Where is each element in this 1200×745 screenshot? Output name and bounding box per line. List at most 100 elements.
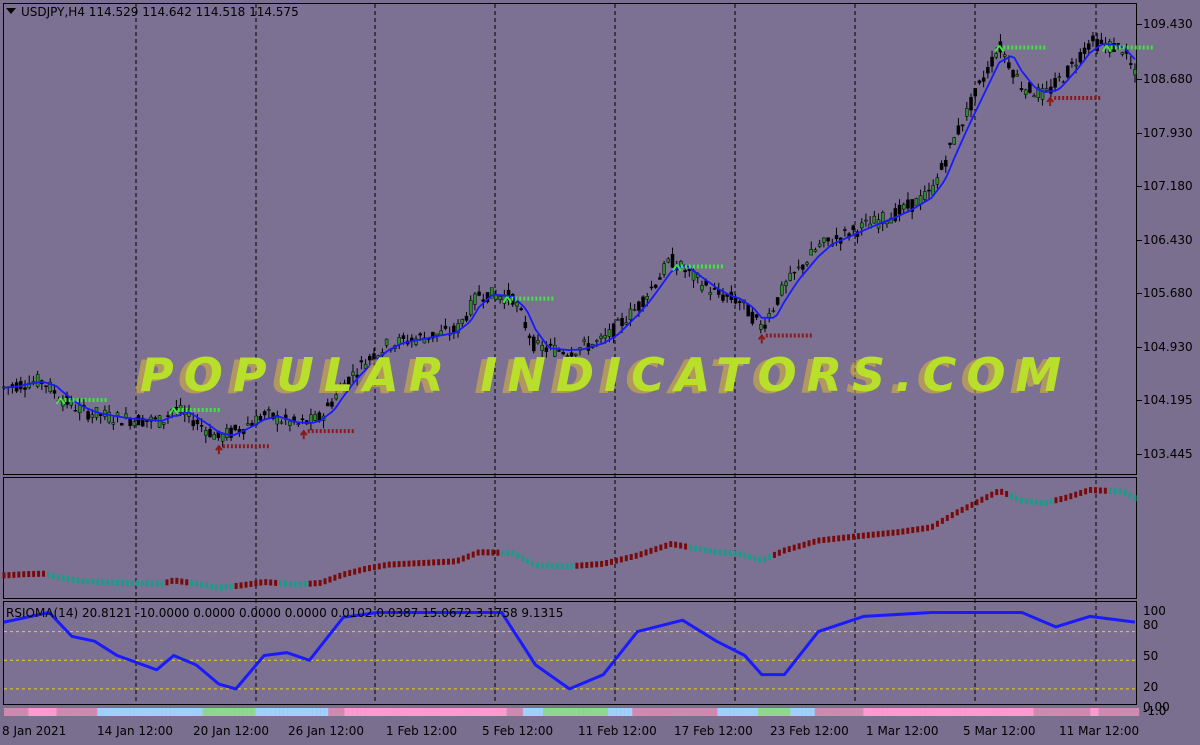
signal-strip-cell bbox=[1126, 708, 1132, 716]
candle-body bbox=[536, 340, 540, 344]
signal-strip-cell bbox=[1074, 708, 1079, 716]
signal-strip-cell bbox=[24, 708, 29, 716]
candle-body bbox=[443, 325, 448, 329]
signal-strip-cell bbox=[652, 708, 657, 716]
signal-strip-cell bbox=[895, 708, 901, 716]
signal-strip-cell bbox=[616, 708, 621, 716]
signal-strip-cell bbox=[839, 708, 844, 716]
candle-body bbox=[1032, 95, 1036, 98]
rsioma-indicator-pane[interactable] bbox=[3, 601, 1137, 705]
main-chart-pane[interactable] bbox=[3, 3, 1137, 475]
signal-strip-cell bbox=[944, 708, 949, 716]
candle-body bbox=[544, 347, 549, 352]
signal-strip-cell bbox=[830, 708, 836, 716]
signal-strip-cell bbox=[271, 708, 276, 716]
candle-body bbox=[220, 433, 225, 442]
candle-body bbox=[477, 291, 481, 296]
signal-strip-cell bbox=[429, 708, 434, 716]
signal-strip-cell bbox=[770, 708, 775, 716]
signal-strip-cell bbox=[502, 708, 507, 716]
candle-body bbox=[229, 427, 233, 438]
candle-body bbox=[662, 263, 666, 275]
signal-strip-cell bbox=[907, 708, 913, 716]
signal-strip-cell bbox=[778, 708, 783, 716]
candle-body bbox=[452, 325, 456, 333]
signal-strip-cell bbox=[855, 708, 860, 716]
signal-strip-cell bbox=[1053, 708, 1059, 716]
signal-strip-cell bbox=[4, 708, 9, 716]
candle-body bbox=[460, 319, 465, 324]
signal-strip-cell bbox=[214, 708, 219, 716]
signal-strip-cell bbox=[401, 708, 406, 716]
signal-strip-cell bbox=[60, 708, 65, 716]
signal-strip-cell bbox=[794, 708, 799, 716]
candle-body bbox=[969, 97, 973, 111]
signal-strip-cell bbox=[928, 708, 933, 716]
signal-strip-cell bbox=[360, 708, 365, 716]
signal-strip-cell bbox=[672, 708, 678, 716]
signal-strip-cell bbox=[385, 708, 390, 716]
signal-up-icon bbox=[1101, 44, 1112, 53]
candle-body bbox=[973, 88, 977, 97]
signal-strip-cell bbox=[883, 708, 888, 716]
signal-strip-cell bbox=[603, 708, 609, 716]
signal-strip-cell bbox=[458, 708, 463, 716]
candle-body bbox=[826, 237, 830, 242]
signal-strip-cell bbox=[583, 708, 588, 716]
signal-strip-cell bbox=[1021, 708, 1026, 716]
candle-body bbox=[557, 350, 561, 352]
signal-strip-cell bbox=[729, 708, 734, 716]
candle-body bbox=[431, 331, 435, 339]
signal-strip-cell bbox=[303, 708, 309, 716]
signal-up-icon bbox=[502, 296, 513, 304]
signal-strip-cell bbox=[543, 708, 548, 716]
candle-body bbox=[1015, 74, 1020, 77]
signal-strip-cell bbox=[859, 708, 864, 716]
price-axis-tick bbox=[1137, 186, 1142, 187]
signal-strip-cell bbox=[612, 708, 617, 716]
candle-body bbox=[153, 417, 158, 420]
candle-body bbox=[44, 385, 48, 388]
candle-body bbox=[641, 296, 645, 307]
candle-body bbox=[1087, 43, 1091, 50]
dropdown-triangle-icon[interactable] bbox=[6, 8, 16, 14]
candle-body bbox=[565, 355, 570, 357]
signal-strip-cell bbox=[1013, 708, 1018, 716]
candle-body bbox=[77, 405, 82, 413]
candle-body bbox=[330, 401, 334, 407]
candle-body bbox=[986, 67, 990, 74]
signal-strip-cell bbox=[786, 708, 791, 716]
signal-strip-cell bbox=[93, 708, 98, 716]
rsi-axis-label: 20 bbox=[1143, 680, 1159, 694]
signal-strip-cell bbox=[178, 708, 183, 716]
rsi-axis-label: -1.0 bbox=[1143, 704, 1167, 718]
candle-body bbox=[750, 311, 755, 324]
candle-body bbox=[771, 310, 776, 312]
signal-strip-cell bbox=[68, 708, 74, 716]
signal-strip-cell bbox=[352, 708, 357, 716]
candle-body bbox=[620, 317, 624, 326]
candle-body bbox=[136, 415, 141, 426]
signal-strip-cell bbox=[1029, 708, 1034, 716]
trend-indicator-pane[interactable] bbox=[3, 477, 1137, 599]
signal-strip-cell bbox=[1009, 708, 1014, 716]
signal-strip-cell bbox=[332, 708, 337, 716]
signal-strip-cell bbox=[968, 708, 973, 716]
time-axis-label: 1 Feb 12:00 bbox=[386, 724, 458, 738]
signal-strip-cell bbox=[490, 708, 495, 716]
signal-strip-cell bbox=[879, 708, 884, 716]
signal-strip-cell bbox=[1049, 708, 1055, 716]
signal-strip-cell bbox=[636, 708, 641, 716]
candle-body bbox=[582, 339, 586, 342]
signal-strip-cell bbox=[887, 708, 892, 716]
signal-strip-cell bbox=[494, 708, 499, 716]
signal-strip-cell bbox=[441, 708, 447, 716]
signal-strip-cell bbox=[1130, 708, 1136, 716]
candle-body bbox=[607, 329, 612, 337]
candle-body bbox=[763, 324, 767, 329]
price-axis-label: 105.680 bbox=[1143, 286, 1193, 300]
signal-strip-cell bbox=[344, 708, 349, 716]
signal-strip-cell bbox=[141, 708, 147, 716]
signal-down-icon bbox=[215, 444, 223, 455]
